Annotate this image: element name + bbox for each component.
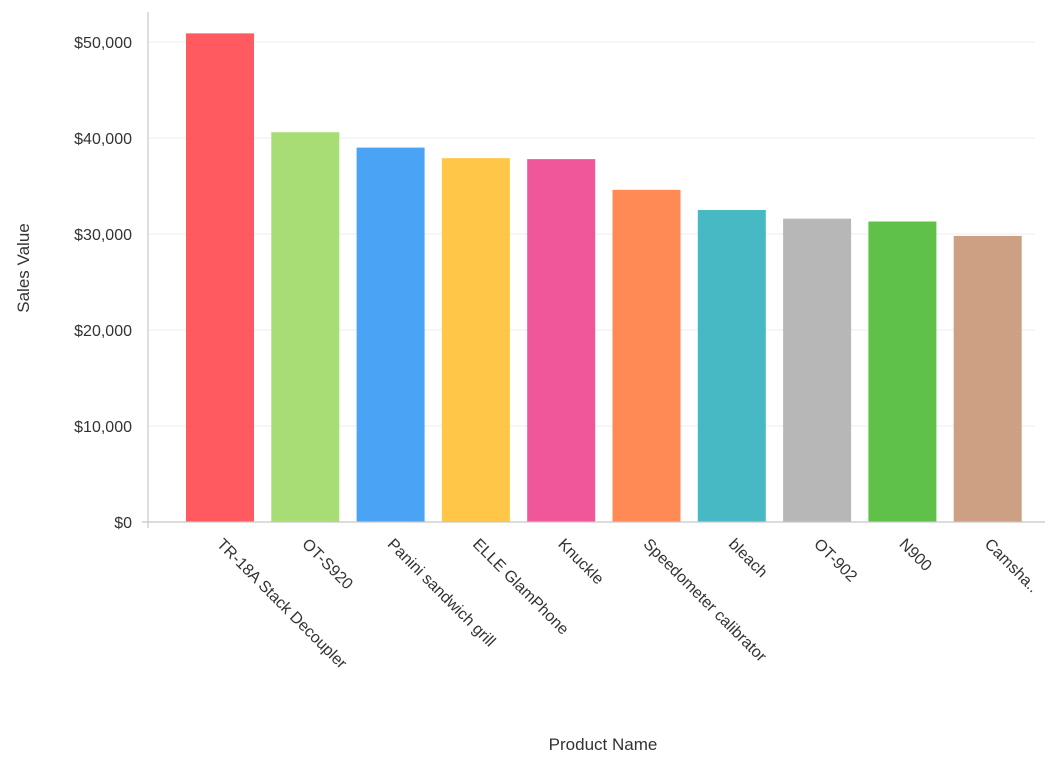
x-category-label: Camsha.. [981,536,1041,596]
bars [186,33,1022,523]
x-category-label: Knuckle [554,536,606,588]
bar[interactable] [527,159,596,522]
bar[interactable] [441,158,510,522]
x-category-label: OT-902 [810,536,860,586]
y-tick-label: $0 [114,515,132,532]
bar[interactable] [697,210,766,522]
y-tick-labels: $0 $10,000 $20,000 $30,000 $40,000 $50,000 [74,35,132,532]
y-tick-label: $40,000 [74,131,132,148]
bar[interactable] [612,189,681,522]
x-axis-title: Product Name [549,735,658,754]
y-axis-title: Sales Value [14,223,33,312]
y-tick-label: $30,000 [74,227,132,244]
bar[interactable] [186,33,254,523]
x-category-label: N900 [896,536,935,575]
x-category-label: OT-S920 [298,536,355,593]
bar[interactable] [356,147,425,522]
y-tick-label: $20,000 [74,323,132,340]
x-category-label: bleach [725,536,770,581]
y-tick-label: $50,000 [74,35,132,52]
bar[interactable] [271,132,340,523]
axes [142,12,1045,528]
x-category-label: ELLE GlamPhone [469,536,572,639]
y-tick-label: $10,000 [74,419,132,436]
bar[interactable] [953,235,1022,523]
bar[interactable] [868,221,937,522]
bar[interactable] [783,218,852,522]
